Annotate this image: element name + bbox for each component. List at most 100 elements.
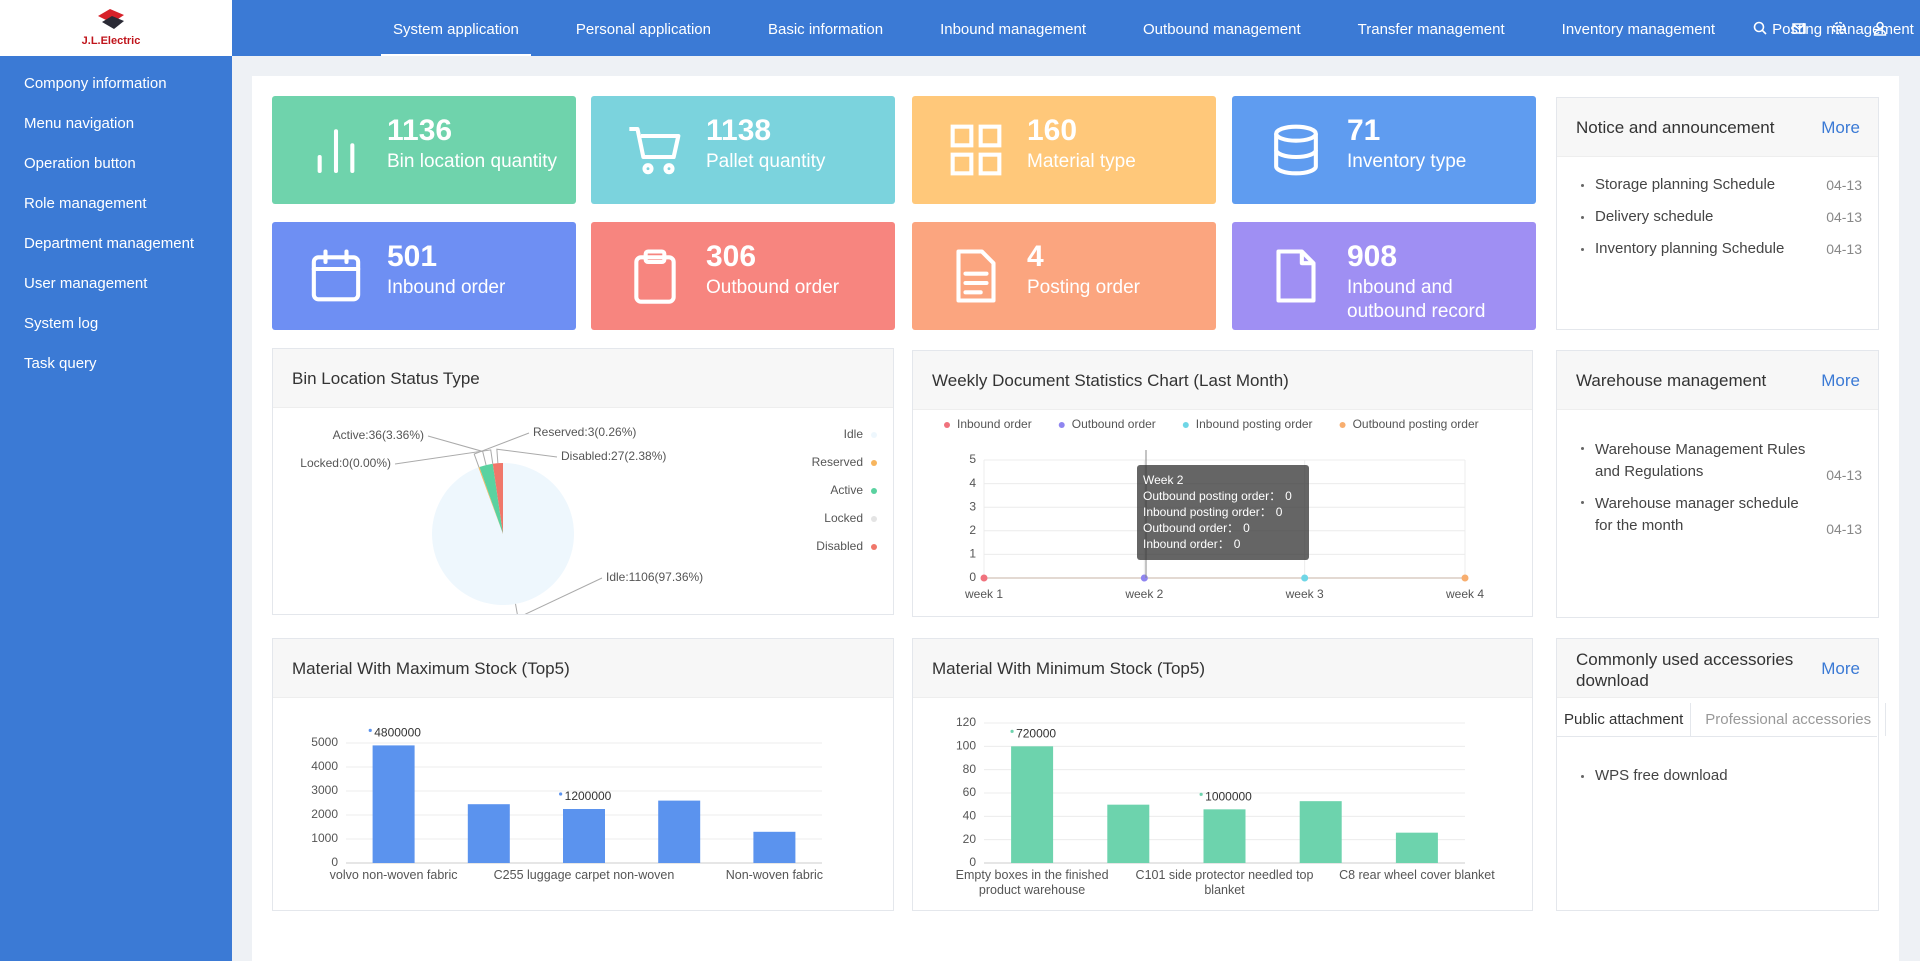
annotation: 720000 [1016, 727, 1056, 741]
item-text: WPS free download [1595, 767, 1728, 784]
y-tick-label: 3 [969, 499, 976, 513]
stat-value: 908 [1347, 240, 1398, 273]
y-tick-label: 5000 [311, 735, 338, 749]
tab[interactable]: Public attachment [1557, 703, 1692, 736]
more-link[interactable]: More [1821, 659, 1860, 678]
list-item[interactable]: Storage planning Schedule 04-13 [1581, 176, 1862, 193]
tooltip-row: Inbound posting order： 0 [1143, 505, 1283, 519]
settings-icon[interactable] [1831, 20, 1847, 36]
x-tick-label: C8 rear wheel cover blanket [1339, 868, 1495, 882]
bar [372, 745, 415, 863]
y-tick-label: 20 [963, 832, 977, 846]
logo-text: J.L.Electric [81, 35, 141, 47]
stat-label: Outbound order [706, 277, 840, 298]
chart-title: Bin Location Status Type [292, 369, 480, 388]
list-item[interactable]: WPS free download [1581, 767, 1862, 784]
data-label: Idle:1106(97.36%) [606, 570, 703, 584]
nav-item[interactable]: Transfer management [1357, 21, 1505, 38]
annotation-dot [559, 792, 563, 796]
nav-item[interactable]: Outbound management [1143, 21, 1301, 38]
tooltip-row: Inbound order： 0 [1143, 537, 1241, 551]
side-item[interactable]: System log [24, 315, 99, 332]
tooltip-label: Outbound posting order： [1143, 489, 1281, 503]
list-item[interactable]: Delivery schedule 04-13 [1581, 208, 1862, 225]
legend-swatch [1058, 422, 1065, 428]
panel-header: Warehouse management More [1557, 351, 1878, 410]
item-text: Delivery schedule [1595, 208, 1714, 225]
bar [467, 804, 510, 863]
stat-value: 4 [1027, 240, 1044, 273]
nav-item[interactable]: Personal application [575, 21, 711, 38]
user-icon[interactable] [1872, 20, 1888, 36]
nav-item[interactable]: System application [381, 0, 531, 56]
list-item[interactable]: Warehouse manager schedule for the month… [1581, 493, 1862, 537]
bar [563, 809, 605, 863]
nav-item[interactable]: Posting management [1772, 21, 1914, 38]
item-text: Inventory planning Schedule [1595, 240, 1785, 257]
side-item[interactable]: Operation button [24, 155, 136, 172]
tab[interactable]: Professional accessories [1691, 703, 1887, 736]
panel-header: Material With Maximum Stock (Top5) [273, 639, 893, 698]
annotation: 1200000 [565, 789, 612, 803]
side-item[interactable]: User management [24, 275, 148, 292]
item-date: 04-13 [1826, 467, 1862, 483]
legend-label: Inbound order [957, 417, 1032, 431]
stat-label: Pallet quantity [706, 151, 826, 172]
mail-icon[interactable] [1791, 20, 1807, 36]
legend-swatch [871, 460, 877, 466]
y-tick-label: 0 [969, 570, 976, 584]
chart-panel: Material With Minimum Stock (Top5) 0 20 40… [912, 638, 1533, 911]
side-item[interactable]: Compony information [24, 75, 167, 92]
stat-value: 160 [1027, 114, 1078, 147]
bar [1011, 746, 1054, 863]
annotation-dot [1010, 729, 1014, 733]
list-item[interactable]: Warehouse Management Rules and Regulatio… [1581, 439, 1862, 483]
item-text: Storage planning Schedule [1595, 176, 1776, 193]
x-label-box: volvo non-woven fabric [330, 868, 458, 882]
side-item[interactable]: Task query [24, 355, 97, 372]
x-tick-label: week 1 [964, 587, 1003, 601]
chart: 0 1000 2000 3000 4000 5000 volvo non-woven fab… [311, 726, 824, 882]
more-link[interactable]: More [1821, 118, 1860, 137]
leader-line [394, 449, 494, 465]
chart: 0 1 2 3 4 5 week 1 week 2 week 3 week 4 Inbound or… [944, 417, 1484, 601]
more-link[interactable]: More [1821, 371, 1860, 390]
stat-value: 306 [706, 240, 757, 273]
y-tick-label: 60 [963, 785, 977, 799]
search-icon[interactable] [1752, 20, 1768, 36]
bar [1299, 801, 1342, 863]
stat-card: 71 Inventory type [1232, 96, 1536, 204]
nav-item[interactable]: Inventory management [1561, 21, 1716, 38]
x-tick-label: week 4 [1445, 587, 1484, 601]
x-tick-label: Non-woven fabric [725, 868, 824, 882]
stat-value: 1138 [706, 114, 772, 147]
x-tick-label: C255 luggage carpet non-woven [493, 868, 675, 882]
legend-label: Active [830, 483, 863, 497]
stat-card: 4 Posting order [912, 222, 1216, 330]
icon [634, 249, 676, 304]
stat-label: Bin location quantity [387, 151, 558, 172]
leader-line [427, 435, 487, 466]
icon [950, 124, 1002, 176]
stat-card: 908 Inbound and outbound record [1232, 222, 1536, 330]
data-label: Disabled:27(2.38%) [561, 449, 666, 463]
icon [311, 249, 361, 302]
side-item[interactable]: Menu navigation [24, 115, 135, 132]
accessories-panel: Commonly used accessories download More P… [1556, 638, 1887, 911]
stat-card: 1136 Bin location quantity [272, 96, 576, 204]
bar [753, 831, 796, 863]
y-tick-label: 5 [969, 452, 976, 466]
y-tick-label: 2 [969, 523, 976, 537]
leader-line [473, 432, 530, 468]
side-item[interactable]: Department management [24, 235, 195, 252]
legend-swatch [944, 422, 950, 428]
list-item[interactable]: Inventory planning Schedule 04-13 [1581, 240, 1862, 257]
annotation-dot [1199, 792, 1203, 796]
y-tick-label: 0 [331, 855, 338, 869]
side-item[interactable]: Role management [24, 195, 147, 212]
data-label: Locked:0(0.00%) [300, 456, 391, 470]
legend-swatch [871, 488, 877, 494]
legend-label: Locked [824, 511, 863, 525]
nav-item[interactable]: Inbound management [940, 21, 1087, 38]
nav-item[interactable]: Basic information [768, 21, 884, 38]
